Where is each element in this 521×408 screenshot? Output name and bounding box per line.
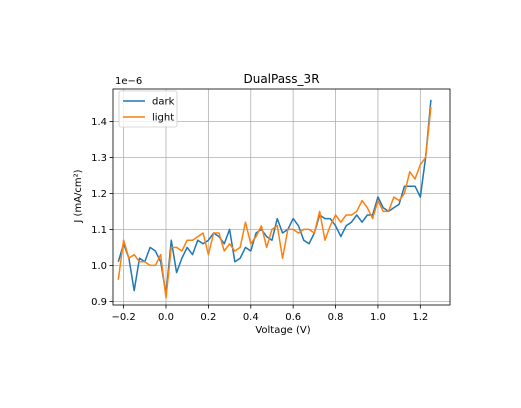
x-tick-label: 1.0 <box>370 312 386 323</box>
legend-label-light: light <box>152 113 174 124</box>
y-tick-label: 1.4 <box>91 117 107 128</box>
y-tick-label: 1.2 <box>91 189 107 200</box>
x-axis-label: Voltage (V) <box>255 325 310 336</box>
legend: dark light <box>119 91 177 127</box>
x-tick-label: 0.4 <box>243 312 259 323</box>
legend-label-dark: dark <box>152 97 175 108</box>
x-tick-label: −0.2 <box>111 312 135 323</box>
y-axis-label: J (mA/cm²) <box>73 169 84 223</box>
x-tick-label: 0.2 <box>200 312 216 323</box>
y-tick-label: 1.0 <box>91 261 107 272</box>
y-tick-label: 1.3 <box>91 153 107 164</box>
x-tick-label: 1.2 <box>412 312 428 323</box>
y-offset-label: 1e−6 <box>115 76 142 87</box>
x-tick-label: 0.6 <box>285 312 301 323</box>
x-tick-label: 0.8 <box>328 312 344 323</box>
chart-title: DualPass_3R <box>243 72 319 86</box>
y-tick-label: 1.1 <box>91 225 107 236</box>
y-tick-label: 0.9 <box>91 297 107 308</box>
x-tick-label: 0.0 <box>158 312 174 323</box>
